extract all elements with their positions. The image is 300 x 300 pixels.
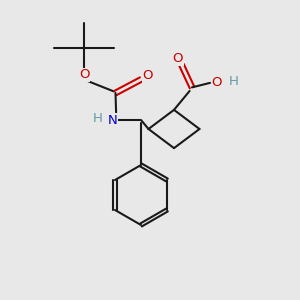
Text: O: O — [142, 69, 153, 82]
Text: O: O — [173, 52, 183, 65]
Text: N: N — [108, 113, 117, 127]
Text: H: H — [93, 112, 102, 125]
Text: O: O — [79, 68, 89, 82]
Text: H: H — [229, 75, 239, 88]
Text: O: O — [212, 76, 222, 89]
